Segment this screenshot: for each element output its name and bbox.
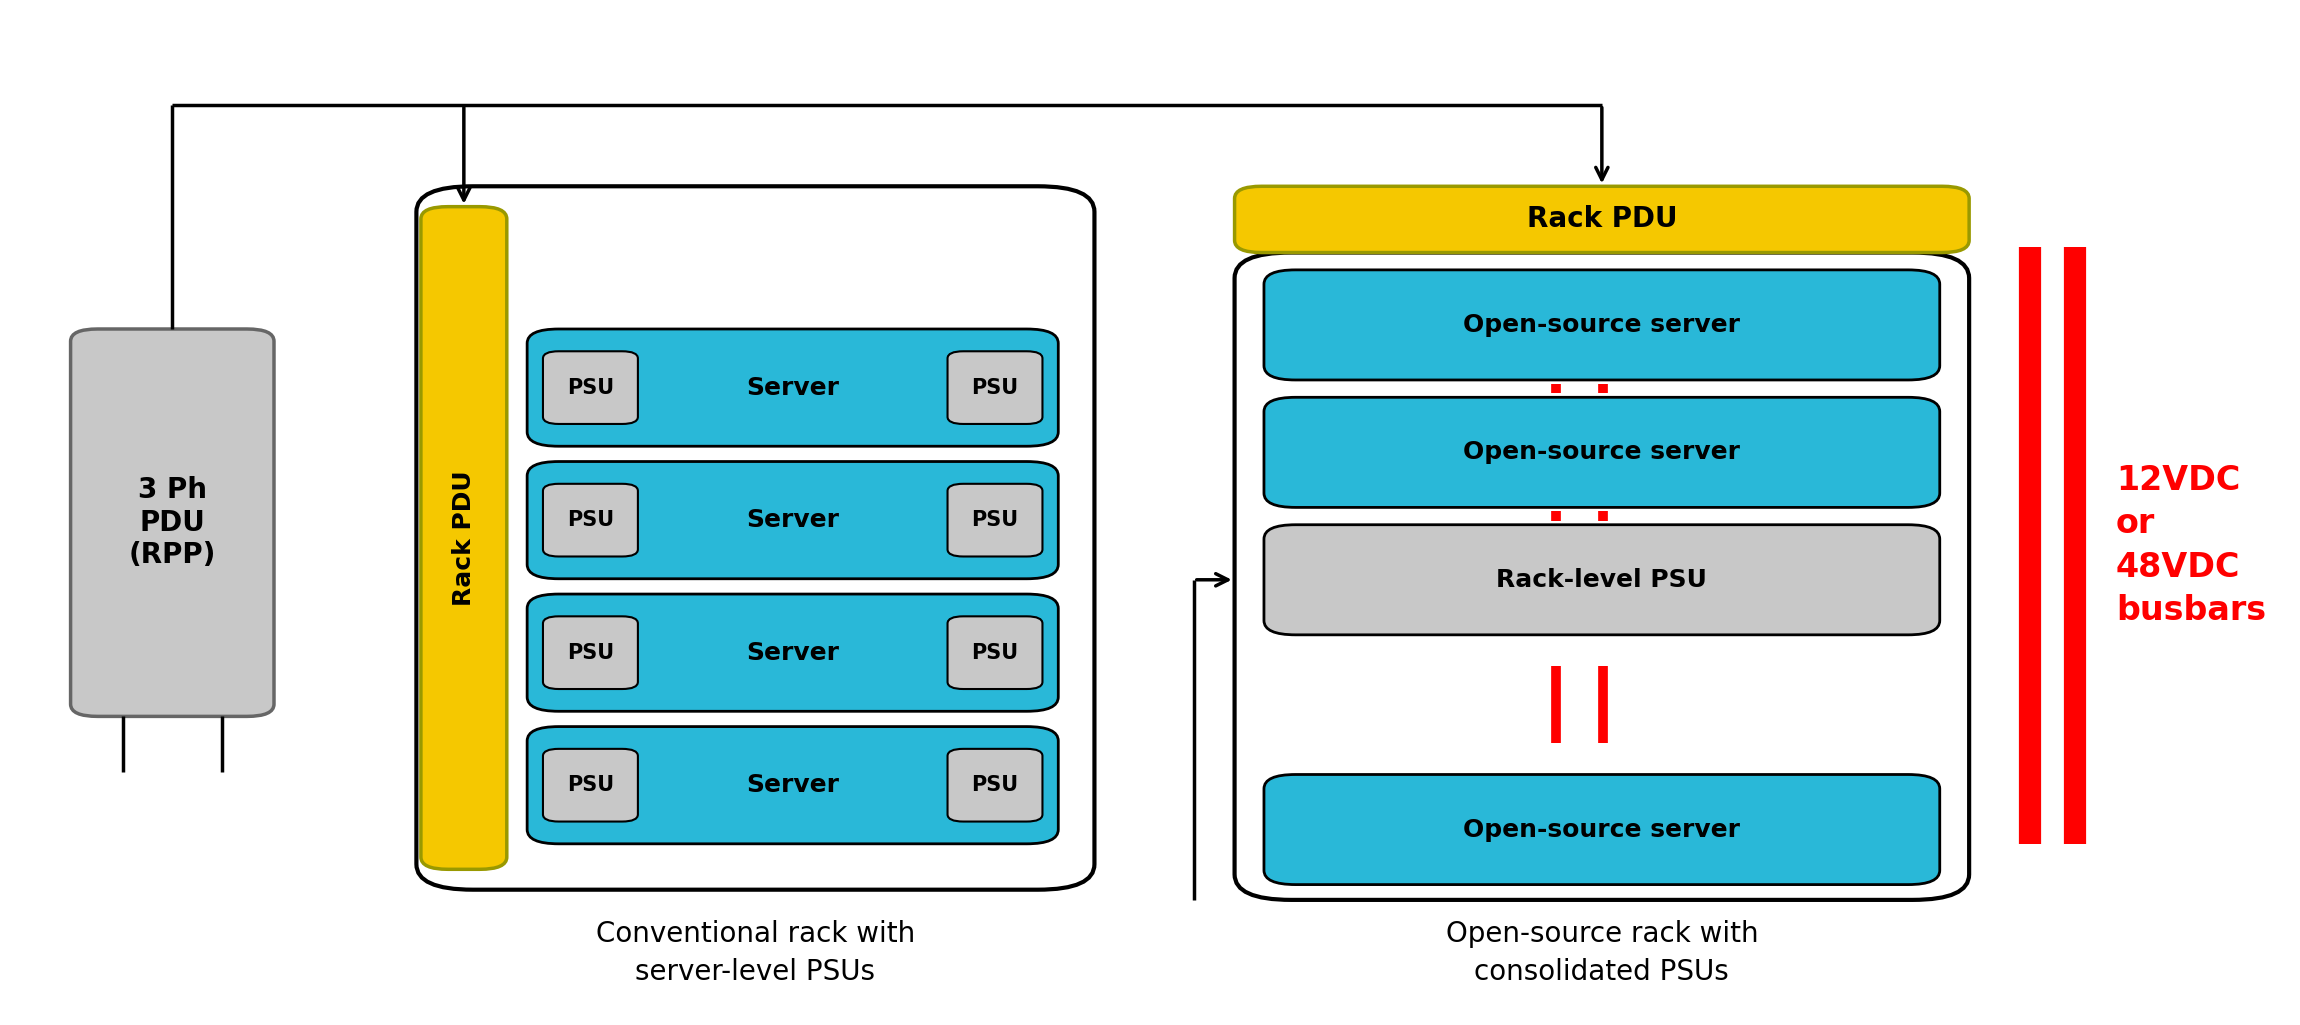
FancyBboxPatch shape — [948, 616, 1042, 689]
FancyBboxPatch shape — [948, 352, 1042, 424]
Text: PSU: PSU — [566, 643, 614, 663]
FancyBboxPatch shape — [1235, 187, 1969, 252]
Text: server-level PSUs: server-level PSUs — [635, 958, 876, 986]
FancyBboxPatch shape — [416, 187, 1095, 890]
FancyBboxPatch shape — [1235, 252, 1969, 900]
Text: Server: Server — [745, 773, 840, 797]
FancyBboxPatch shape — [543, 749, 637, 822]
Text: Server: Server — [745, 375, 840, 400]
Text: Conventional rack with: Conventional rack with — [596, 919, 915, 947]
Text: Open-source rack with: Open-source rack with — [1444, 919, 1757, 947]
FancyBboxPatch shape — [527, 727, 1058, 844]
Text: Rack-level PSU: Rack-level PSU — [1497, 568, 1707, 591]
Text: consolidated PSUs: consolidated PSUs — [1474, 958, 1730, 986]
Text: Open-source server: Open-source server — [1463, 441, 1741, 464]
FancyBboxPatch shape — [1265, 270, 1939, 380]
Text: PSU: PSU — [971, 510, 1019, 530]
FancyBboxPatch shape — [543, 484, 637, 557]
Text: Server: Server — [745, 641, 840, 664]
Text: Server: Server — [745, 508, 840, 532]
FancyBboxPatch shape — [543, 616, 637, 689]
Text: PSU: PSU — [971, 377, 1019, 398]
Text: PSU: PSU — [971, 643, 1019, 663]
Text: 3 Ph
PDU
(RPP): 3 Ph PDU (RPP) — [129, 477, 216, 569]
Text: PSU: PSU — [566, 775, 614, 795]
FancyBboxPatch shape — [543, 352, 637, 424]
FancyBboxPatch shape — [71, 329, 274, 716]
FancyBboxPatch shape — [527, 461, 1058, 579]
FancyBboxPatch shape — [421, 207, 506, 869]
FancyBboxPatch shape — [527, 594, 1058, 711]
Text: Open-source server: Open-source server — [1463, 818, 1741, 842]
Text: 12VDC
or
48VDC
busbars: 12VDC or 48VDC busbars — [2116, 464, 2266, 627]
Text: PSU: PSU — [566, 510, 614, 530]
FancyBboxPatch shape — [1265, 775, 1939, 885]
FancyBboxPatch shape — [527, 329, 1058, 446]
FancyBboxPatch shape — [948, 749, 1042, 822]
Text: Open-source server: Open-source server — [1463, 313, 1741, 337]
Text: Rack PDU: Rack PDU — [1527, 205, 1677, 234]
FancyBboxPatch shape — [1265, 398, 1939, 507]
FancyBboxPatch shape — [1265, 525, 1939, 634]
Text: PSU: PSU — [566, 377, 614, 398]
FancyBboxPatch shape — [948, 484, 1042, 557]
Text: PSU: PSU — [971, 775, 1019, 795]
Text: Rack PDU: Rack PDU — [451, 470, 476, 606]
